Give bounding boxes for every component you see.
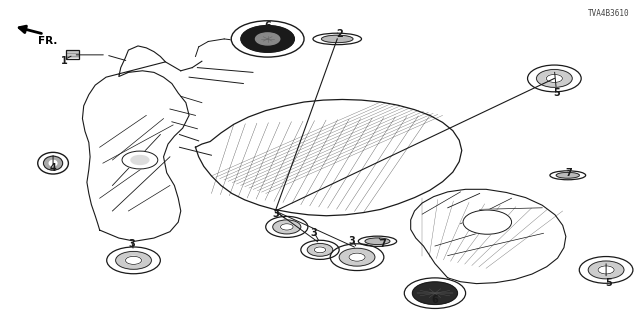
Text: 5: 5: [553, 88, 559, 98]
Ellipse shape: [358, 236, 397, 246]
Circle shape: [527, 65, 581, 92]
Ellipse shape: [44, 156, 63, 170]
Text: 1: 1: [61, 56, 68, 66]
Circle shape: [349, 253, 365, 261]
Circle shape: [122, 151, 158, 169]
Text: 6: 6: [264, 21, 271, 31]
Circle shape: [280, 224, 293, 230]
Ellipse shape: [49, 160, 57, 166]
Ellipse shape: [321, 35, 353, 43]
Circle shape: [598, 266, 614, 274]
Text: 5: 5: [605, 278, 612, 288]
Ellipse shape: [38, 152, 68, 174]
Circle shape: [547, 75, 563, 83]
Ellipse shape: [550, 171, 586, 180]
Circle shape: [241, 26, 294, 52]
Ellipse shape: [313, 33, 362, 45]
Circle shape: [307, 244, 333, 256]
Circle shape: [339, 248, 375, 266]
Text: 3: 3: [128, 239, 135, 249]
Circle shape: [330, 244, 384, 270]
Text: 7: 7: [380, 239, 386, 249]
Text: 6: 6: [431, 295, 438, 305]
Circle shape: [266, 216, 308, 237]
Ellipse shape: [365, 238, 390, 244]
Text: FR.: FR.: [38, 36, 57, 46]
Circle shape: [314, 247, 326, 253]
Circle shape: [125, 256, 141, 264]
Circle shape: [231, 21, 304, 57]
Text: 3: 3: [349, 236, 355, 246]
Ellipse shape: [556, 172, 579, 178]
Text: 2: 2: [336, 29, 342, 39]
Circle shape: [412, 282, 458, 304]
Circle shape: [536, 69, 572, 87]
Circle shape: [404, 278, 466, 308]
Text: 3: 3: [272, 209, 278, 219]
Circle shape: [301, 240, 339, 260]
Circle shape: [588, 261, 624, 279]
Text: 3: 3: [310, 228, 317, 238]
Circle shape: [116, 252, 152, 269]
FancyBboxPatch shape: [67, 50, 79, 59]
Circle shape: [107, 247, 161, 274]
Text: 7: 7: [566, 168, 572, 178]
Text: TVA4B3610: TVA4B3610: [588, 9, 630, 18]
Circle shape: [273, 220, 301, 234]
Text: 4: 4: [50, 163, 56, 173]
Circle shape: [579, 257, 633, 283]
Circle shape: [255, 33, 280, 45]
Circle shape: [131, 156, 149, 164]
Circle shape: [463, 210, 511, 234]
